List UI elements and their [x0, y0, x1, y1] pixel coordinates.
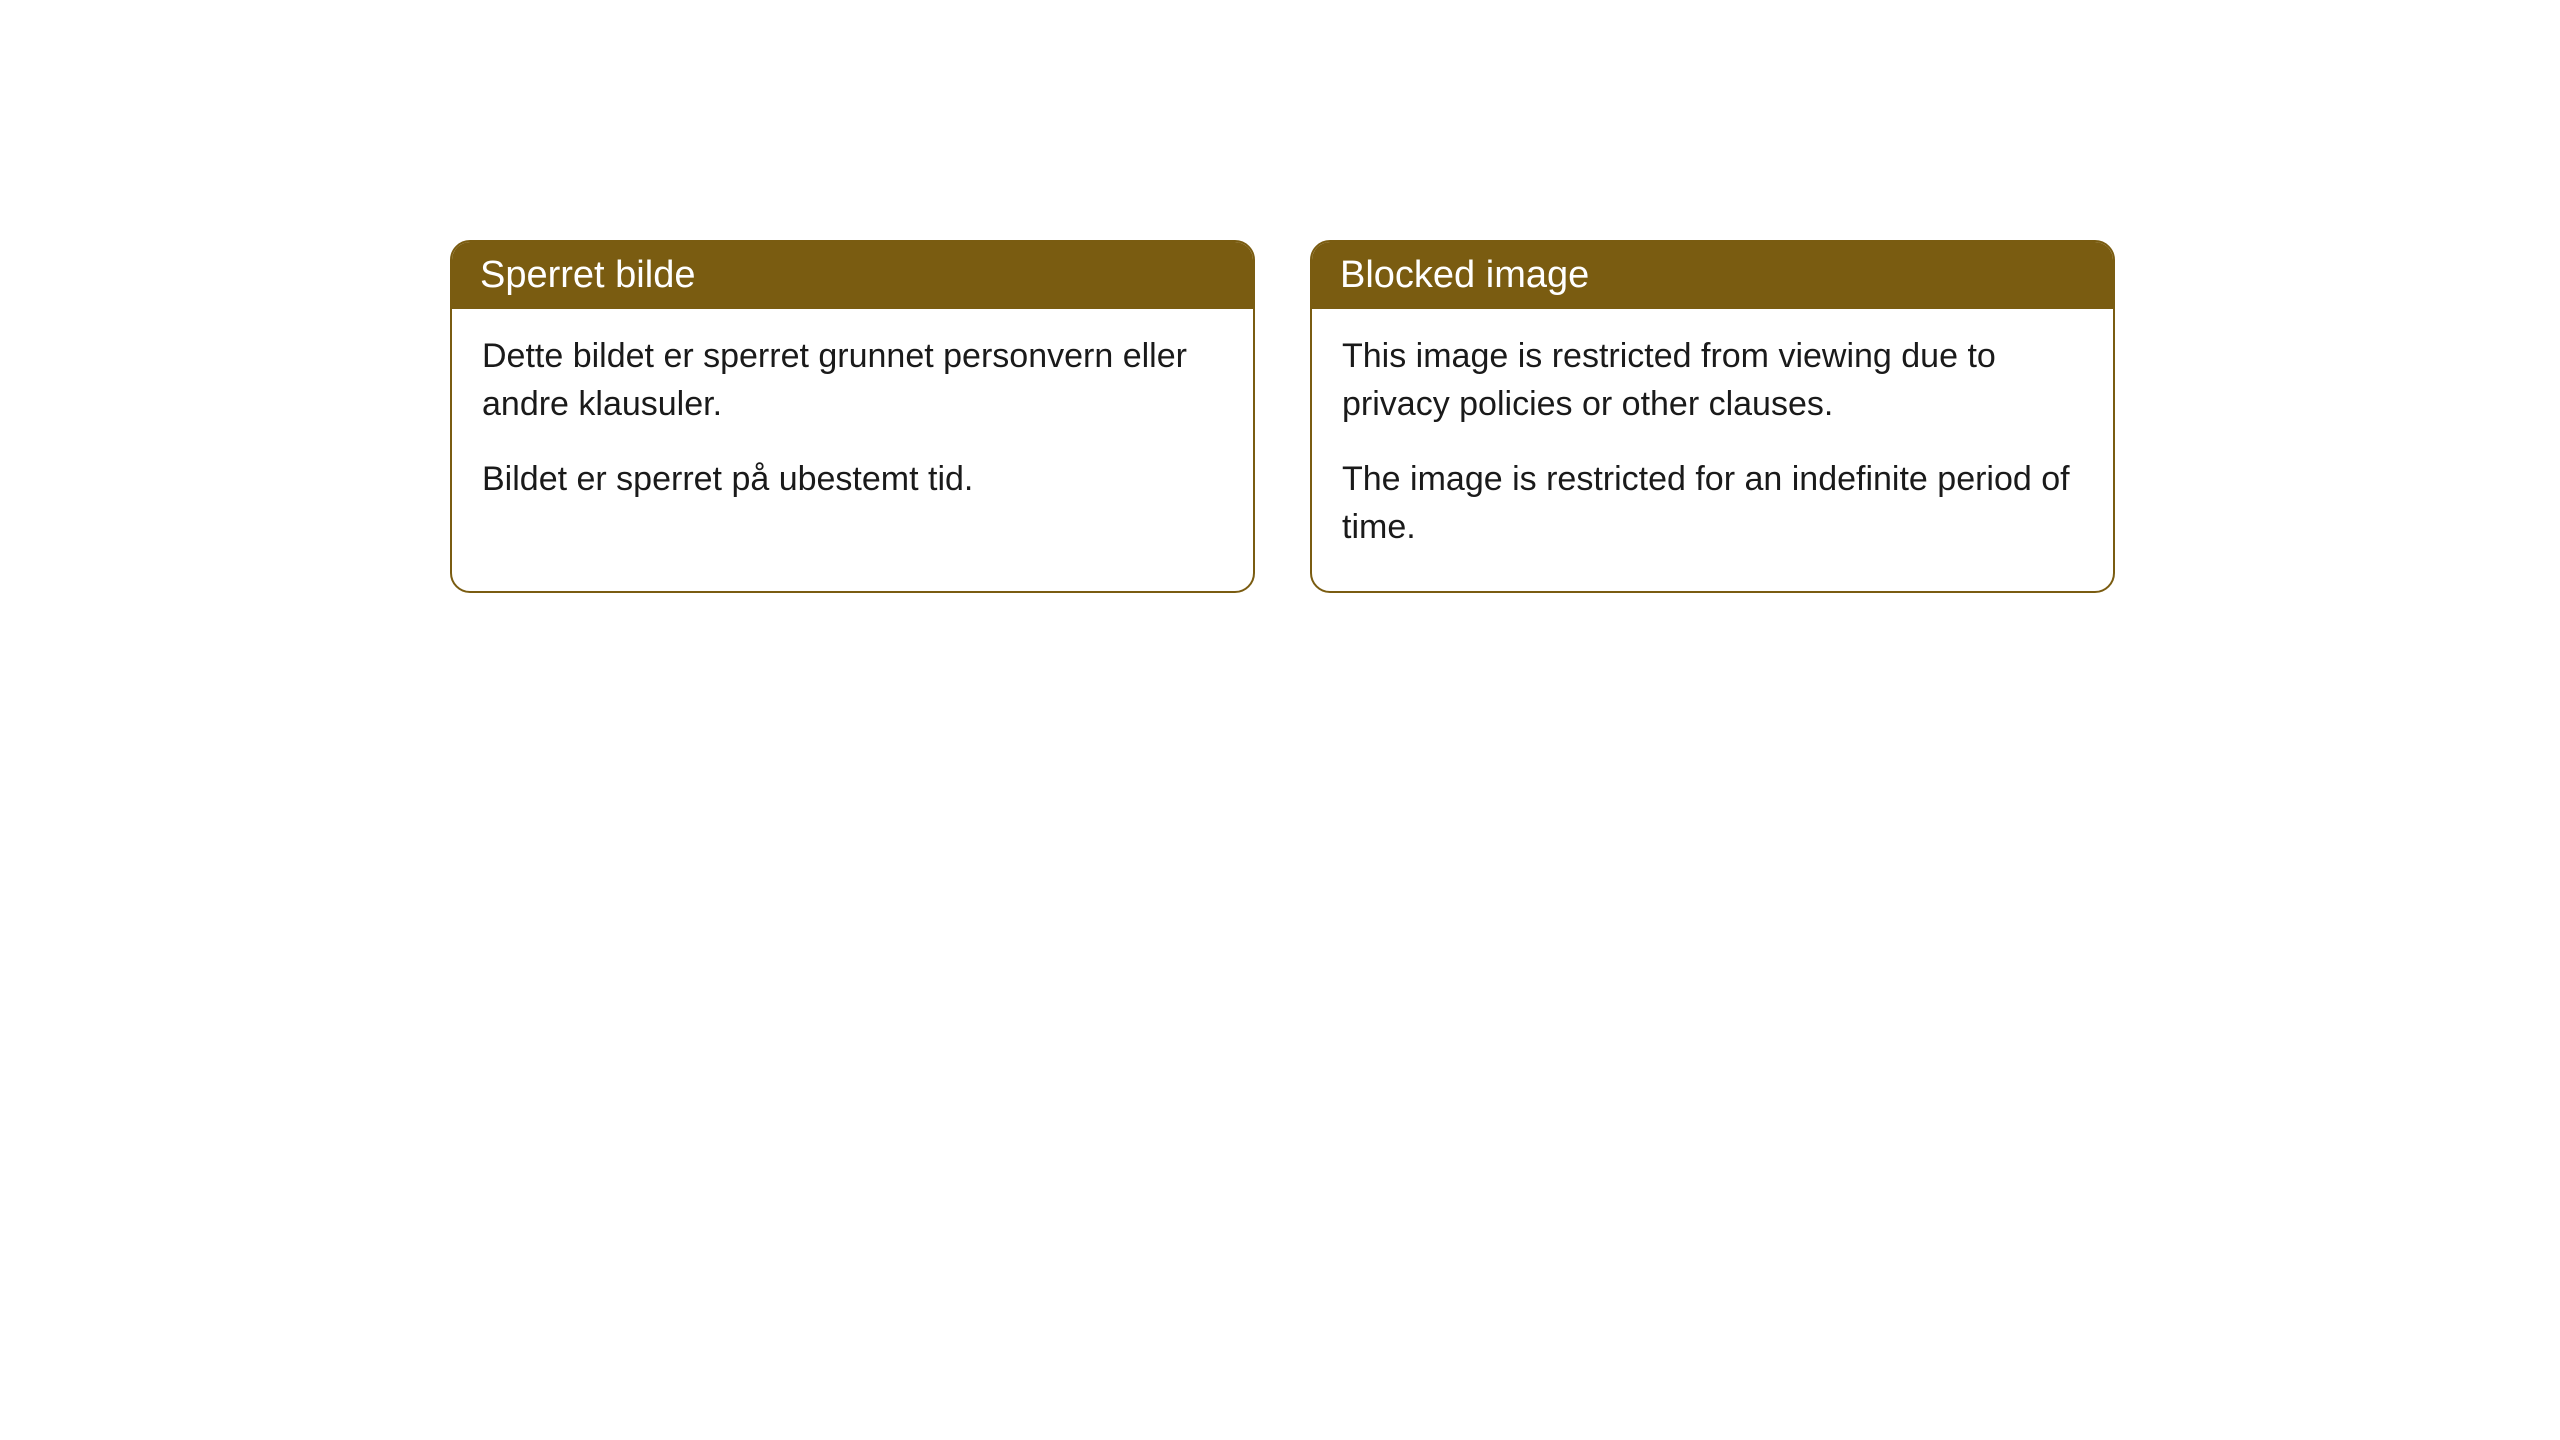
card-header-norwegian: Sperret bilde	[452, 242, 1253, 309]
card-paragraph: Dette bildet er sperret grunnet personve…	[482, 333, 1223, 428]
card-paragraph: The image is restricted for an indefinit…	[1342, 456, 2083, 551]
card-title: Sperret bilde	[480, 254, 695, 296]
card-body-english: This image is restricted from viewing du…	[1312, 309, 2113, 591]
card-paragraph: Bildet er sperret på ubestemt tid.	[482, 456, 1223, 504]
card-body-norwegian: Dette bildet er sperret grunnet personve…	[452, 309, 1253, 544]
blocked-image-card-english: Blocked image This image is restricted f…	[1310, 240, 2115, 593]
notice-cards-container: Sperret bilde Dette bildet er sperret gr…	[450, 240, 2560, 593]
blocked-image-card-norwegian: Sperret bilde Dette bildet er sperret gr…	[450, 240, 1255, 593]
card-title: Blocked image	[1340, 254, 1589, 296]
card-header-english: Blocked image	[1312, 242, 2113, 309]
card-paragraph: This image is restricted from viewing du…	[1342, 333, 2083, 428]
